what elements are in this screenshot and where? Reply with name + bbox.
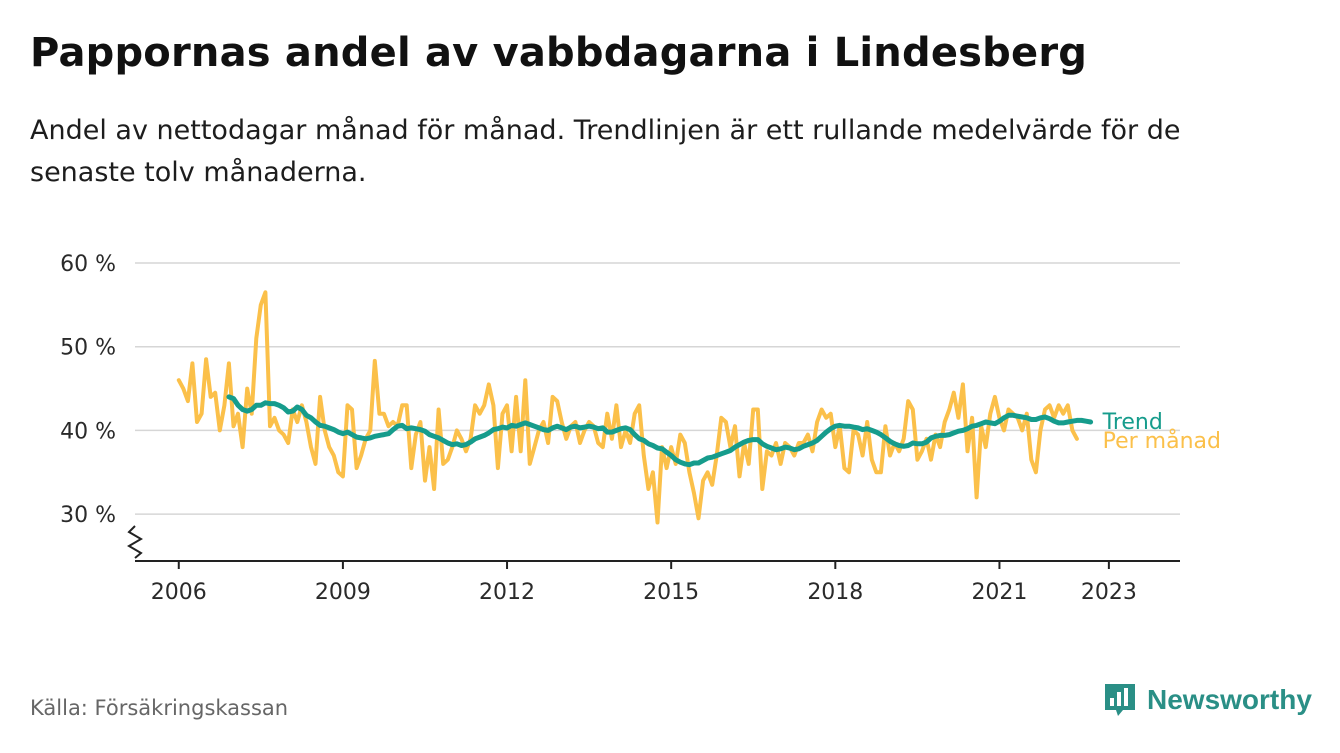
y-tick-label: 30 % (60, 503, 116, 528)
x-axis (135, 560, 1180, 569)
trend-series-label: Trend (1102, 410, 1163, 435)
monthly-series-line (176, 290, 1079, 525)
gridlines (135, 262, 1180, 515)
x-tick-label: 2018 (807, 580, 863, 605)
y-tick-label: 50 % (60, 336, 116, 361)
y-axis-tick-labels: 30 % 40 % 50 % 60 % (60, 252, 116, 528)
x-axis-tick-labels: 2006 2009 2012 2015 2018 2021 2023 (151, 580, 1137, 605)
chart-subtitle: Andel av nettodagar månad för månad. Tre… (30, 115, 1181, 188)
x-tick-label: 2012 (479, 580, 535, 605)
x-tick-label: 2009 (315, 580, 371, 605)
y-tick-label: 40 % (60, 419, 116, 444)
chart-title: Pappornas andel av vabbdagarna i Lindesb… (30, 30, 1088, 76)
brand-name: Newsworthy (1147, 684, 1312, 715)
x-tick-label: 2006 (151, 580, 207, 605)
brand-logo: Newsworthy (1103, 682, 1312, 718)
trend-series-line (226, 394, 1094, 468)
monthly-series-label: Per månad (1103, 428, 1221, 454)
data-series (176, 290, 1094, 525)
bar-chart-speech-bubble-icon (1105, 684, 1135, 716)
x-tick-label: 2023 (1081, 580, 1137, 605)
source-note: Källa: Försäkringskassan (30, 696, 289, 720)
y-tick-label: 60 % (60, 252, 116, 277)
x-tick-label: 2015 (643, 580, 699, 605)
y-axis-break-icon (127, 525, 143, 559)
x-tick-label: 2021 (971, 580, 1027, 605)
